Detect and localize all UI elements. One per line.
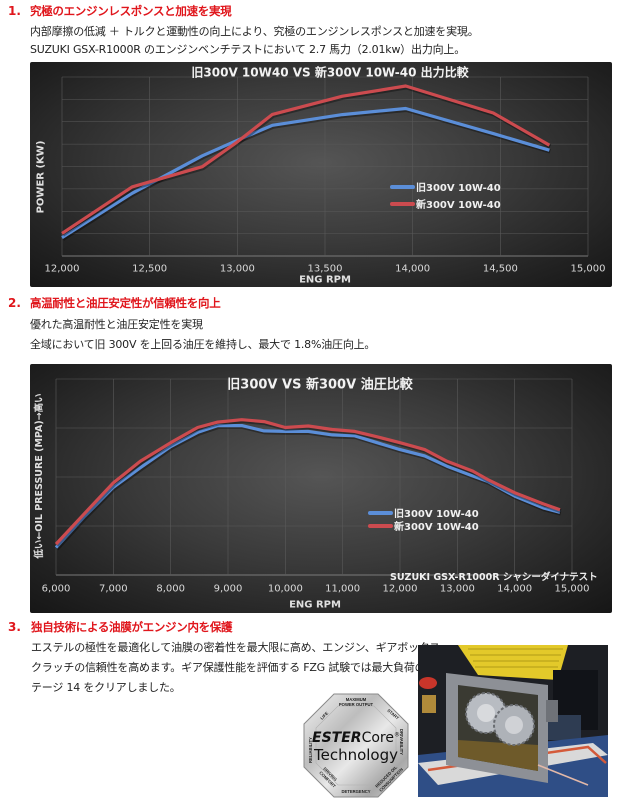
legend-item-new: 新300V 10W-40 xyxy=(368,518,479,533)
power-comparison-chart: 旧300V 10W40 VS 新300V 10W-40 出力比較 POWER (… xyxy=(30,62,612,287)
x-tick-label: 12,000 xyxy=(382,583,418,595)
legend-swatch-old xyxy=(368,510,393,515)
section-3-line-2: クラッチの信頼性を高めます。ギア保護性能を評価する FZG 試験では最大負荷のス xyxy=(31,661,437,674)
badge-brand-light: Core xyxy=(361,730,394,746)
badge-brand-bold: ESTER xyxy=(312,730,362,746)
series-line xyxy=(54,418,561,546)
y-axis-label: 低い←OIL PRESSURE (MPA)→高い xyxy=(34,393,45,559)
svg-text:DETERGENCY: DETERGENCY xyxy=(341,789,370,794)
x-tick-label: 8,000 xyxy=(156,583,185,595)
registered-mark: ® xyxy=(393,731,400,739)
section-3-number: 3. xyxy=(8,620,21,634)
x-tick-label: 15,000 xyxy=(570,263,606,275)
x-tick-label: 14,000 xyxy=(395,263,431,275)
x-tick-label: 13,500 xyxy=(307,263,343,275)
section-1-line-1: 内部摩擦の低減 ＋ トルクと運動性の向上により、究極のエンジンレスポンスと加速を… xyxy=(30,25,479,38)
x-tick-label: 13,000 xyxy=(219,263,255,275)
oil-pressure-comparison-chart: 旧300V VS 新300V 油圧比較 低い←OIL PRESSURE (MPA… xyxy=(30,364,612,613)
chart-title: 旧300V VS 新300V 油圧比較 xyxy=(227,377,413,393)
series-line xyxy=(61,84,551,235)
ester-core-technology-badge: MAXIMUM POWER OUTPUT START DRIVABILITY R… xyxy=(303,693,409,798)
badge-technology: Technology xyxy=(313,746,399,764)
legend-label-new: 新300V 10W-40 xyxy=(416,200,501,211)
chart-plot xyxy=(61,76,589,257)
chart-title: 旧300V 10W40 VS 新300V 10W-40 出力比較 xyxy=(191,65,469,80)
x-axis-label: ENG RPM xyxy=(299,274,351,286)
x-tick-label: 6,000 xyxy=(41,583,71,595)
x-tick-label: 14,000 xyxy=(497,583,533,595)
legend-label-new: 新300V 10W-40 xyxy=(394,522,479,533)
legend-item-new: 新300V 10W-40 xyxy=(390,196,501,211)
x-tick-label: 12,500 xyxy=(132,263,168,275)
dyno-test-annotation: SUZUKI GSX-R1000R シャシーダイナテスト xyxy=(390,572,598,583)
x-axis-label: ENG RPM xyxy=(289,599,341,611)
legend-label-old: 旧300V 10W-40 xyxy=(394,509,479,520)
x-tick-label: 11,000 xyxy=(325,583,361,595)
legend-swatch-old xyxy=(390,184,415,189)
chart-plot xyxy=(54,378,573,576)
section-1-title: 究極のエンジンレスポンスと加速を実現 xyxy=(30,4,232,18)
svg-text:RELIABILITY: RELIABILITY xyxy=(308,737,313,763)
legend-item-old: 旧300V 10W-40 xyxy=(368,505,479,520)
x-tick-label: 15,000 xyxy=(554,583,590,595)
section-2-title: 高温耐性と油圧安定性が信頼性を向上 xyxy=(30,296,221,310)
gear-rig-illustration xyxy=(418,645,608,797)
octagon-badge-icon: MAXIMUM POWER OUTPUT START DRIVABILITY R… xyxy=(303,693,409,798)
x-tick-label: 10,000 xyxy=(267,583,303,595)
legend-item-old: 旧300V 10W-40 xyxy=(390,179,501,194)
section-3-line-3: テージ 14 をクリアしました。 xyxy=(31,681,181,694)
section-2-number: 2. xyxy=(8,296,21,310)
section-1-line-2: SUZUKI GSX-R1000R のエンジンベンチテストにおいて 2.7 馬力… xyxy=(30,43,466,56)
svg-text:LIFE: LIFE xyxy=(319,711,329,721)
legend-swatch-new xyxy=(390,201,415,206)
legend-swatch-new xyxy=(368,523,393,528)
svg-text:DRIVABILITY: DRIVABILITY xyxy=(399,729,404,755)
section-3-line-1: エステルの極性を最適化して油膜の密着性を最大限に高め、エンジン、ギアボックス、 xyxy=(31,641,451,654)
x-tick-label: 9,000 xyxy=(213,583,243,595)
x-tick-label: 7,000 xyxy=(99,583,128,595)
legend-label-old: 旧300V 10W-40 xyxy=(416,183,501,194)
x-tick-label: 12,000 xyxy=(44,263,80,275)
section-2-line-2: 全域において旧 300V を上回る油圧を維持し、最大で 1.8%油圧向上。 xyxy=(30,338,376,351)
series-line xyxy=(61,106,550,240)
y-axis-label: POWER (KW) xyxy=(35,140,47,214)
svg-text:MAXIMUM: MAXIMUM xyxy=(346,697,367,702)
section-2-line-1: 優れた高温耐性と油圧安定性を実現 xyxy=(30,318,203,331)
x-tick-label: 14,500 xyxy=(482,263,518,275)
badge-brand: ESTERCore® xyxy=(303,730,409,746)
x-tick-label: 13,000 xyxy=(439,583,475,595)
section-1-number: 1. xyxy=(8,4,21,18)
section-3-title: 独自技術による油膜がエンジン内を保護 xyxy=(31,620,233,634)
series-line xyxy=(54,423,561,549)
fzg-gear-test-rig-photo xyxy=(418,645,608,797)
svg-text:POWER OUTPUT: POWER OUTPUT xyxy=(339,702,374,707)
